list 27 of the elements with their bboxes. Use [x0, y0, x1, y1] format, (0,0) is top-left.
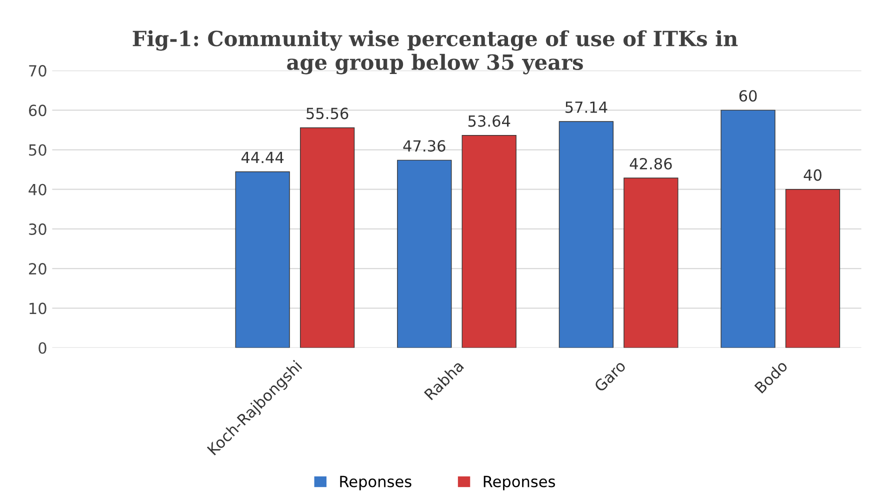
bar — [397, 160, 452, 348]
data-label: 60 — [739, 90, 757, 102]
bar — [462, 134, 516, 348]
bar — [300, 127, 355, 348]
y-tick-label: 40 — [28, 184, 46, 196]
y-tick-label: 20 — [29, 263, 46, 275]
data-label: 57.14 — [566, 102, 608, 113]
y-tick-label: 0 — [38, 342, 46, 354]
bar — [558, 121, 614, 348]
bar — [235, 171, 290, 348]
data-label: 40 — [804, 169, 822, 181]
data-label: 44.44 — [241, 152, 284, 164]
chart-title: Fig-1: Community wise percentage of use of ITKs in age group below 35 years — [132, 30, 738, 74]
bar — [624, 178, 678, 348]
y-tick-label: 60 — [28, 104, 46, 116]
data-label: 47.36 — [403, 140, 446, 152]
y-tick-label: 50 — [29, 144, 46, 156]
legend-label: Reponses — [484, 476, 555, 490]
data-label: 55.56 — [306, 108, 348, 120]
legend-label: Reponses — [340, 476, 412, 490]
y-tick-label: 30 — [29, 223, 46, 235]
bar — [720, 110, 776, 348]
y-tick-label: 70 — [29, 65, 46, 77]
data-label: 42.86 — [630, 158, 672, 170]
bar — [785, 189, 840, 348]
data-label: 53.64 — [468, 115, 510, 127]
y-tick-label: 10 — [30, 302, 46, 314]
